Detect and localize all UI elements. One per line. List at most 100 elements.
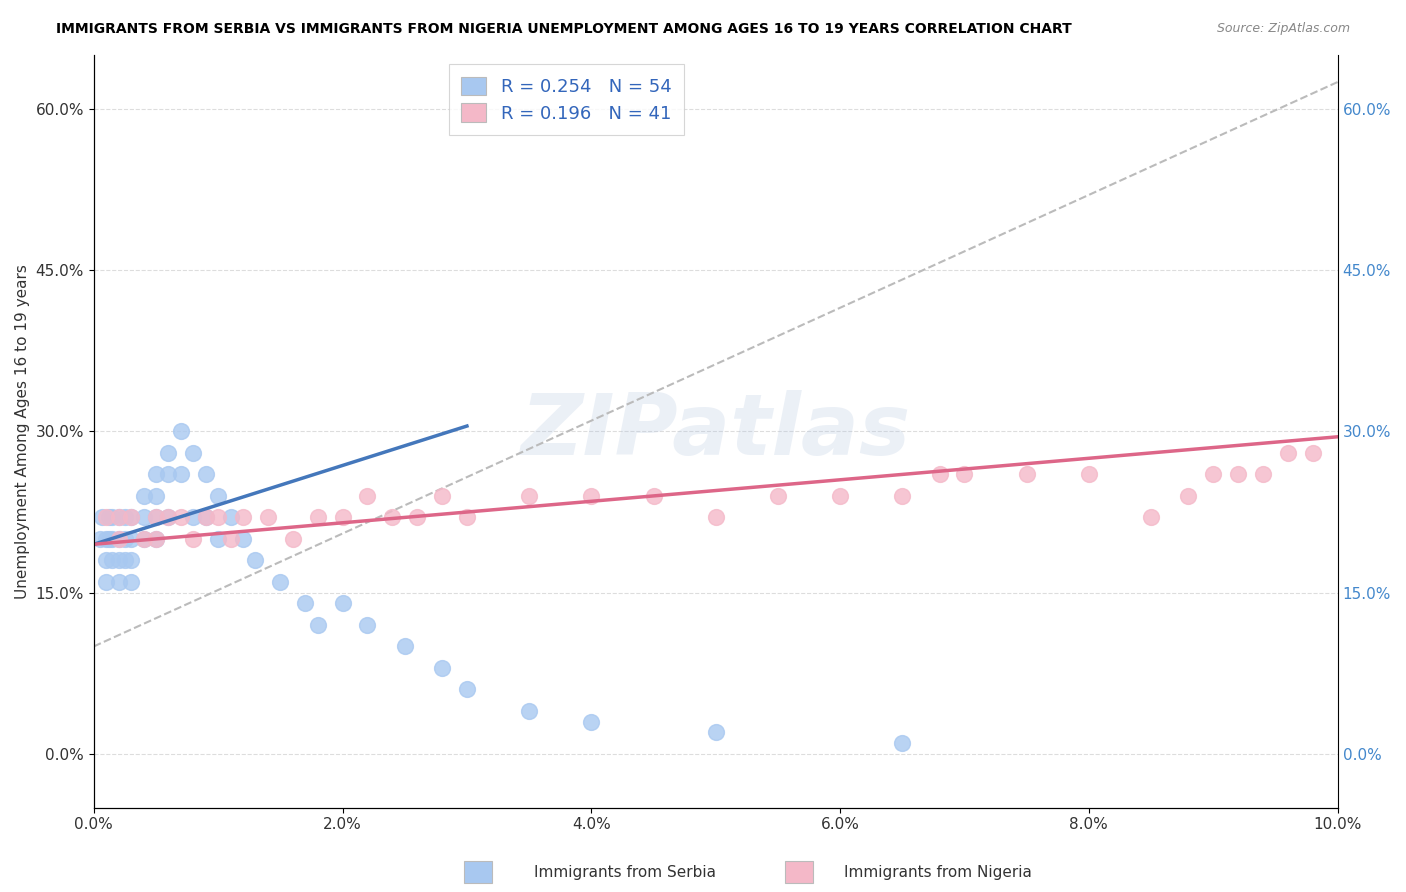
Point [157, 467, 180, 482]
Point [430, 661, 453, 675]
Point [170, 467, 193, 482]
Point [332, 510, 354, 524]
Point [830, 489, 852, 503]
Point [120, 532, 142, 546]
Point [207, 510, 229, 524]
Point [194, 510, 217, 524]
Point [101, 510, 124, 524]
Point [96, 510, 118, 524]
Point [170, 425, 193, 439]
Point [456, 682, 478, 697]
Point [181, 532, 204, 546]
Point [145, 532, 167, 546]
Y-axis label: Unemployment Among Ages 16 to 19 years: Unemployment Among Ages 16 to 19 years [15, 264, 30, 599]
Point [1227, 467, 1250, 482]
Point [245, 553, 267, 567]
Point [1277, 446, 1299, 460]
Point [101, 532, 124, 546]
Text: Source: ZipAtlas.com: Source: ZipAtlas.com [1216, 22, 1350, 36]
Point [1302, 446, 1324, 460]
Point [132, 489, 155, 503]
Point [145, 510, 167, 524]
Point [643, 489, 665, 503]
Point [332, 596, 354, 610]
Point [114, 510, 136, 524]
Point [307, 510, 329, 524]
Point [97, 510, 120, 524]
Point [170, 510, 193, 524]
Point [1177, 489, 1199, 503]
Text: IMMIGRANTS FROM SERBIA VS IMMIGRANTS FROM NIGERIA UNEMPLOYMENT AMONG AGES 16 TO : IMMIGRANTS FROM SERBIA VS IMMIGRANTS FRO… [56, 22, 1071, 37]
Point [145, 510, 167, 524]
Point [157, 510, 180, 524]
Point [96, 553, 118, 567]
Point [294, 596, 316, 610]
Point [89, 532, 111, 546]
Point [107, 510, 129, 524]
Point [120, 510, 142, 524]
Point [120, 510, 142, 524]
Point [891, 489, 914, 503]
Point [381, 510, 404, 524]
Point [157, 446, 180, 460]
Point [430, 489, 453, 503]
Point [207, 532, 229, 546]
Point [406, 510, 429, 524]
Text: ZIPatlas: ZIPatlas [520, 390, 911, 473]
Point [194, 467, 217, 482]
Point [96, 532, 118, 546]
Point [181, 510, 204, 524]
Point [145, 467, 167, 482]
Point [91, 510, 114, 524]
Point [207, 489, 229, 503]
Point [107, 510, 129, 524]
Point [114, 553, 136, 567]
Point [517, 704, 540, 718]
Point [1202, 467, 1225, 482]
Point [356, 618, 378, 632]
Point [1251, 467, 1274, 482]
Point [394, 640, 416, 654]
Point [307, 618, 329, 632]
Point [581, 489, 603, 503]
Point [107, 532, 129, 546]
Point [120, 553, 142, 567]
Text: Immigrants from Nigeria: Immigrants from Nigeria [844, 865, 1032, 880]
Point [181, 446, 204, 460]
Legend: R = 0.254   N = 54, R = 0.196   N = 41: R = 0.254 N = 54, R = 0.196 N = 41 [449, 64, 685, 136]
Point [107, 553, 129, 567]
Point [232, 510, 254, 524]
Point [132, 510, 155, 524]
Point [891, 736, 914, 750]
Point [157, 510, 180, 524]
Point [581, 714, 603, 729]
Point [114, 532, 136, 546]
Point [281, 532, 304, 546]
Point [194, 510, 217, 524]
Point [1015, 467, 1038, 482]
Point [953, 467, 976, 482]
Text: Immigrants from Serbia: Immigrants from Serbia [534, 865, 716, 880]
Point [928, 467, 950, 482]
Point [132, 532, 155, 546]
Point [219, 532, 242, 546]
Point [766, 489, 789, 503]
Point [356, 489, 378, 503]
Point [107, 574, 129, 589]
Point [145, 489, 167, 503]
Point [456, 510, 478, 524]
Point [219, 510, 242, 524]
Point [232, 532, 254, 546]
Point [97, 532, 120, 546]
Point [107, 532, 129, 546]
Point [704, 510, 727, 524]
Point [1077, 467, 1099, 482]
Point [132, 532, 155, 546]
Point [517, 489, 540, 503]
Point [96, 574, 118, 589]
Point [269, 574, 291, 589]
Point [120, 574, 142, 589]
Point [257, 510, 280, 524]
Point [1140, 510, 1163, 524]
Point [145, 532, 167, 546]
